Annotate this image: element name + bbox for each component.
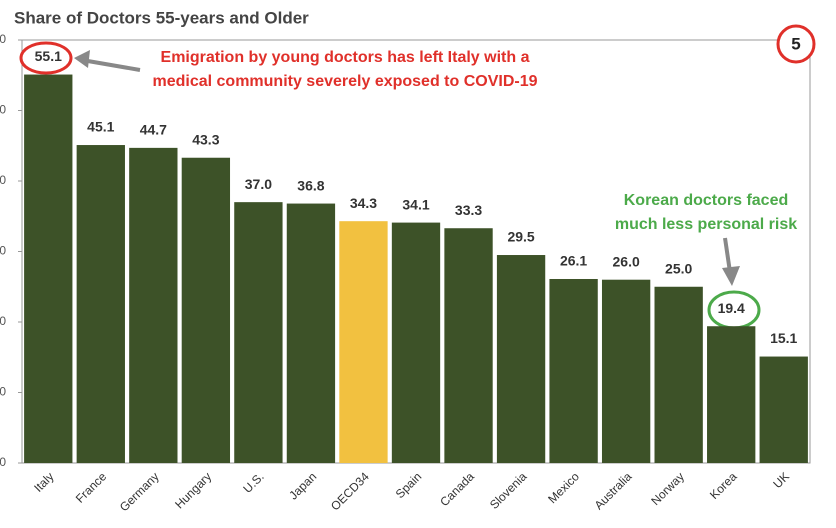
bar xyxy=(286,203,336,463)
y-tick-label: 10 xyxy=(0,385,6,399)
value-label: 29.5 xyxy=(507,229,534,245)
value-label: 26.0 xyxy=(613,253,640,269)
x-tick-label: UK xyxy=(770,469,792,491)
value-label: 15.1 xyxy=(770,330,797,346)
chart-title: Share of Doctors 55-years and Older xyxy=(14,8,309,27)
value-label: 44.7 xyxy=(140,122,167,138)
y-tick-label: 40 xyxy=(0,173,6,187)
bar xyxy=(339,221,388,463)
arrow-head xyxy=(722,266,740,286)
bar xyxy=(549,278,598,463)
value-label: 33.3 xyxy=(455,202,482,218)
bar xyxy=(391,222,441,463)
bar xyxy=(707,326,756,463)
bar xyxy=(181,157,231,464)
bar xyxy=(76,145,125,464)
x-tick-label: Mexico xyxy=(545,469,582,506)
bar xyxy=(759,356,808,463)
x-tick-label: Canada xyxy=(437,469,477,509)
x-tick-label: Italy xyxy=(31,469,56,494)
x-tick-label: Australia xyxy=(592,469,635,512)
annotation: Korean doctors faced xyxy=(624,192,788,209)
value-label: 45.1 xyxy=(87,119,114,135)
bar xyxy=(444,228,493,463)
value-label: 26.1 xyxy=(560,253,587,269)
x-tick-label: Japan xyxy=(286,469,319,502)
x-tick-label: France xyxy=(73,469,110,506)
x-tick-label: Germany xyxy=(117,469,162,514)
arrow-head xyxy=(74,50,90,68)
badge-circle xyxy=(776,24,816,64)
value-label: 19.4 xyxy=(718,300,745,316)
value-label: 34.3 xyxy=(350,195,377,211)
y-tick-label: 30 xyxy=(0,244,6,258)
value-label: 34.1 xyxy=(402,196,429,212)
y-tick-label: 60 xyxy=(0,32,6,46)
value-label: 25.0 xyxy=(665,260,692,276)
y-tick-label: 0 xyxy=(0,455,6,469)
y-tick-label: 20 xyxy=(0,314,6,328)
bar xyxy=(234,202,283,463)
x-tick-label: OECD34 xyxy=(328,469,372,513)
bar xyxy=(129,147,178,464)
x-tick-label: Hungary xyxy=(172,469,214,511)
bar xyxy=(654,286,703,463)
annotation: medical community severely exposed to CO… xyxy=(152,73,537,90)
x-tick-label: Norway xyxy=(648,469,687,508)
badge: 5 xyxy=(791,34,800,53)
x-tick-label: Korea xyxy=(707,469,740,502)
value-label: 43.3 xyxy=(192,131,219,147)
annotation: Emigration by young doctors has left Ita… xyxy=(161,49,530,66)
value-label: 36.8 xyxy=(297,177,324,193)
arrow-line xyxy=(723,237,732,273)
value-label: 55.1 xyxy=(35,48,62,64)
x-tick-label: U.S. xyxy=(240,469,266,495)
bar xyxy=(601,279,651,463)
arrow-line xyxy=(81,58,141,72)
x-tick-label: Spain xyxy=(393,469,425,501)
highlight-circle xyxy=(19,41,73,75)
y-tick-label: 50 xyxy=(0,103,6,117)
annotation: much less personal risk xyxy=(615,216,797,233)
bar xyxy=(24,74,73,464)
value-label: 37.0 xyxy=(245,176,272,192)
bar xyxy=(496,255,546,463)
x-tick-label: Slovenia xyxy=(487,469,530,512)
